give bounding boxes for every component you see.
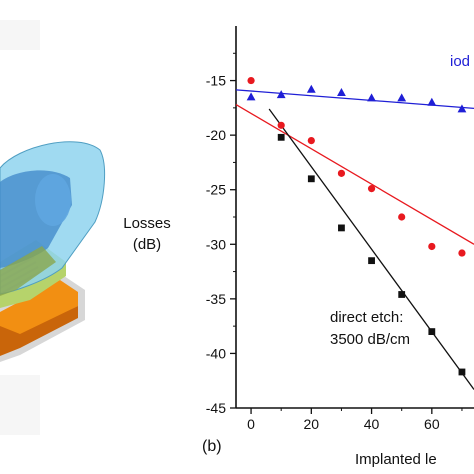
device-illustration [0,20,105,435]
point-triangle [246,92,256,101]
y-tick-label: -40 [206,345,226,361]
point-circle [428,242,436,251]
etch-annotation-line2: 3500 dB/cm [330,331,410,348]
point-circle [458,249,466,257]
point-circle [367,185,376,193]
xlabel: Implanted le [355,451,437,468]
point-circle [337,169,346,177]
bottom-left-fragment [0,375,40,435]
y-tick-label: -45 [206,400,226,416]
x-tick-label: 40 [364,416,380,432]
substrate-orange-side [0,306,78,356]
axes: -15 -20 -25 -30 -35 -40 -45 0 20 40 60 [206,26,474,432]
point-circle [277,121,285,129]
point-circle [307,137,315,145]
panel-label: (b) [202,438,222,455]
fit-line-triangle [235,89,474,110]
fit-line-circle [235,104,474,245]
x-tick-label: 20 [304,416,320,432]
point-square [428,328,436,335]
point-square [307,175,315,183]
y-tick-label: -30 [206,236,226,252]
data-markers [246,76,467,376]
ylabel-line1: Losses [123,215,171,232]
point-triangle [367,93,376,102]
series-label-iod: iod [450,53,470,70]
x-tick-label: 60 [424,416,440,432]
y-tick-label: -25 [206,182,226,198]
top-left-fragment [0,20,40,50]
ylabel-line2: (dB) [133,236,161,253]
green-shadow [0,246,56,296]
y-tick-label: -20 [206,127,226,143]
tube-core [35,174,71,226]
point-square [458,368,466,376]
etch-annotation-line1: direct etch: [330,309,403,326]
y-tick-label: -15 [206,73,226,89]
fit-line-square [268,108,474,390]
point-triangle [276,90,286,99]
point-triangle [306,84,316,93]
substrate-orange [0,280,78,346]
point-triangle [457,104,467,113]
y-tick-label: -35 [206,291,226,307]
point-square [368,257,375,265]
point-circle [247,76,255,85]
point-triangle [337,87,346,96]
point-square [277,133,285,141]
point-square [398,291,406,298]
x-tick-label: 0 [247,416,255,432]
point-triangle [427,97,437,106]
point-square [338,224,345,232]
point-triangle [397,93,407,102]
point-circle [398,213,406,221]
